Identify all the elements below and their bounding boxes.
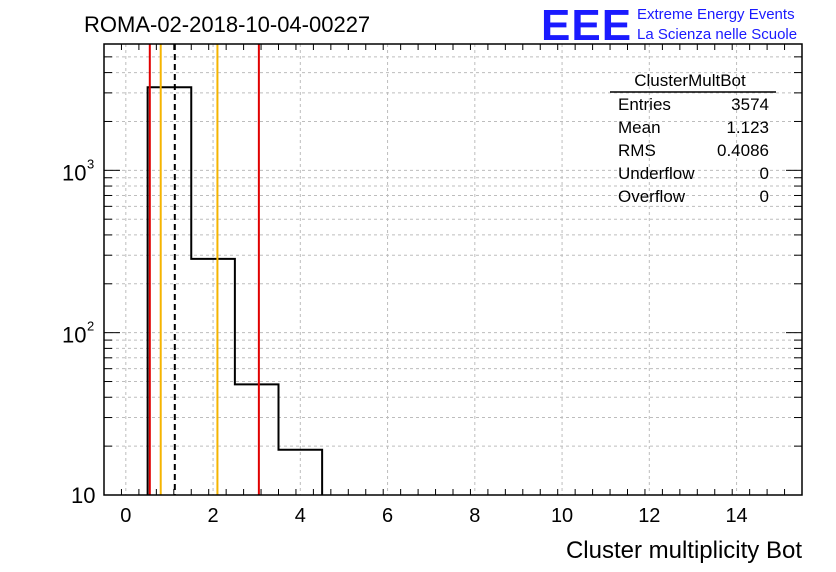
histogram-bin bbox=[279, 450, 323, 495]
x-tick-label: 10 bbox=[551, 505, 573, 527]
x-tick-label: 14 bbox=[725, 505, 747, 527]
stats-value-rms: 0.4086 bbox=[717, 141, 769, 160]
y-tick-label-base: 10 bbox=[71, 483, 95, 508]
stats-label-entries: Entries bbox=[618, 95, 671, 114]
marker-lines bbox=[148, 44, 260, 495]
x-tick-label: 4 bbox=[295, 505, 306, 527]
histogram-bin bbox=[235, 384, 279, 495]
eee-logo-mark: EEE bbox=[541, 1, 632, 50]
y-tick-label-base: 10 bbox=[62, 160, 86, 185]
stats-box-title: ClusterMultBot bbox=[634, 71, 746, 90]
histogram-bars bbox=[146, 86, 324, 495]
x-tick-label: 12 bbox=[638, 505, 660, 527]
histogram-outline bbox=[146, 86, 324, 495]
stats-value-overflow: 0 bbox=[760, 187, 769, 206]
y-tick-label: 10 3 bbox=[62, 156, 94, 185]
x-tick-label: 2 bbox=[208, 505, 219, 527]
stats-label-overflow: Overflow bbox=[618, 187, 686, 206]
x-axis-label: Cluster multiplicity Bot bbox=[566, 537, 802, 564]
x-tick-label: 6 bbox=[382, 505, 393, 527]
y-tick-label-exponent: 2 bbox=[87, 319, 94, 334]
run-title: ROMA-02-2018-10-04-00227 bbox=[84, 12, 370, 37]
stats-value-underflow: 0 bbox=[760, 164, 769, 183]
y-tick-label-base: 10 bbox=[62, 323, 86, 348]
axis-ticks bbox=[103, 43, 803, 496]
x-tick-label: 8 bbox=[469, 505, 480, 527]
stats-value-mean: 1.123 bbox=[726, 118, 769, 137]
y-tick-label: 10 2 bbox=[62, 319, 94, 348]
eee-logo: EEE Extreme Energy Events La Scienza nel… bbox=[541, 1, 797, 50]
grid bbox=[104, 44, 802, 495]
y-tick-label-exponent: 3 bbox=[87, 156, 94, 171]
stats-label-mean: Mean bbox=[618, 118, 661, 137]
stats-box: ClusterMultBot Entries 3574 Mean 1.123 R… bbox=[610, 71, 776, 206]
x-tick-labels: 0 2 4 6 8 10 12 14 bbox=[120, 505, 747, 527]
x-tick-label: 0 bbox=[120, 505, 131, 527]
eee-logo-line1: Extreme Energy Events bbox=[637, 6, 795, 23]
eee-logo-line2: La Scienza nelle Scuole bbox=[637, 26, 797, 43]
histogram-bin bbox=[148, 87, 192, 495]
stats-label-rms: RMS bbox=[618, 141, 656, 160]
histogram-bin bbox=[191, 259, 235, 495]
stats-label-underflow: Underflow bbox=[618, 164, 695, 183]
y-tick-label: 10 bbox=[71, 483, 95, 508]
stats-value-entries: 3574 bbox=[731, 95, 769, 114]
